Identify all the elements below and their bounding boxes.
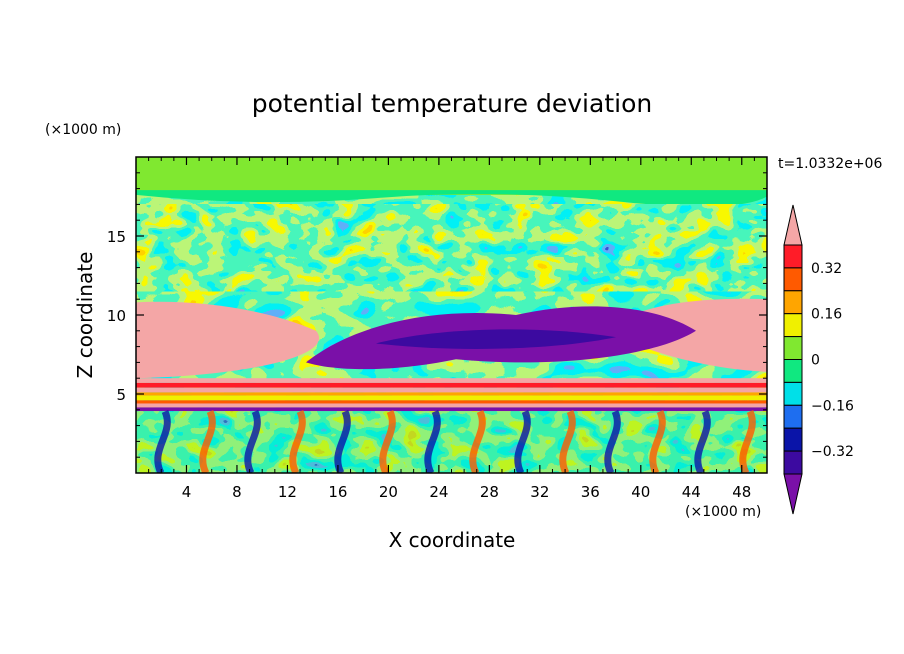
y-unit-label: (×1000 m) <box>45 122 121 138</box>
convective-plume <box>469 409 486 473</box>
x-tick-label: 16 <box>328 483 347 501</box>
mid-turbulence <box>136 204 767 292</box>
colorbar-swatch <box>783 244 803 269</box>
x-tick-label: 28 <box>480 483 499 501</box>
heatmap-field <box>136 157 767 473</box>
y-tick-label: 10 <box>107 307 126 325</box>
y-axis-label: Z coordinate <box>73 252 97 379</box>
layer-band <box>136 387 767 393</box>
x-axis: 4 8 12 16 20 24 28 32 36 40 44 48 <box>148 157 755 501</box>
colorbar-swatch <box>783 404 803 429</box>
x-unit-label: (×1000 m) <box>685 504 761 520</box>
colorbar-label: −0.32 <box>811 444 854 460</box>
layer-band <box>136 403 767 408</box>
y-tick-label: 15 <box>107 228 126 246</box>
convective-plume <box>154 409 171 473</box>
x-axis-label: X coordinate <box>389 528 516 552</box>
colorbar-swatch <box>783 450 803 475</box>
colorbar-swatch <box>783 427 803 452</box>
colorbar-swatch <box>783 267 803 292</box>
y-axis: 5 10 15 <box>107 172 767 458</box>
x-tick-label: 12 <box>278 483 297 501</box>
layer-band <box>136 395 767 401</box>
x-tick-label: 8 <box>232 483 242 501</box>
upper-layer <box>136 157 767 195</box>
lower-convection <box>136 411 767 473</box>
x-tick-label: 40 <box>631 483 650 501</box>
x-tick-label: 4 <box>182 483 192 501</box>
convective-plume <box>199 409 216 473</box>
colorbar-swatch <box>783 290 803 315</box>
convective-plume <box>424 409 441 473</box>
chart-title: potential temperature deviation <box>252 89 652 118</box>
upper-band <box>136 190 767 207</box>
convective-plume <box>604 409 621 473</box>
convective-plume <box>379 409 396 473</box>
x-tick-label: 36 <box>581 483 600 501</box>
x-tick-label: 20 <box>379 483 398 501</box>
layer-band <box>136 392 767 396</box>
convective-plume <box>514 409 531 473</box>
convective-plume <box>559 409 576 473</box>
colorbar-top-arrow <box>783 204 803 246</box>
colorbar-swatch <box>783 359 803 383</box>
convective-plume <box>244 409 261 473</box>
layer-band <box>136 400 767 404</box>
colorbar-swatch <box>783 336 803 361</box>
layer-band <box>136 378 767 383</box>
colorbar-label: 0 <box>811 353 820 369</box>
colorbar-label: 0.32 <box>811 261 842 277</box>
x-tick-label: 48 <box>732 483 751 501</box>
layer-band <box>136 407 767 412</box>
colorbar-swatch <box>783 313 803 338</box>
colorbar-bottom-arrow <box>783 473 803 515</box>
colorbar-swatch <box>783 381 803 406</box>
x-tick-label: 24 <box>429 483 448 501</box>
convective-plume <box>649 409 666 473</box>
convective-plume <box>289 409 306 473</box>
warm-region-left <box>136 301 320 379</box>
colorbar-label: 0.16 <box>811 307 842 323</box>
convective-plume <box>739 409 756 473</box>
colorbar-label: −0.16 <box>811 398 854 414</box>
convective-plume <box>694 409 711 473</box>
y-tick-label: 5 <box>116 386 126 404</box>
x-tick-label: 32 <box>530 483 549 501</box>
x-tick-label: 44 <box>682 483 701 501</box>
cold-core <box>376 329 616 349</box>
layer-band <box>136 382 767 388</box>
colorbar: 0.32 0.16 0 −0.16 −0.32 <box>783 204 854 515</box>
time-label: t=1.0332e+06 <box>778 156 882 172</box>
